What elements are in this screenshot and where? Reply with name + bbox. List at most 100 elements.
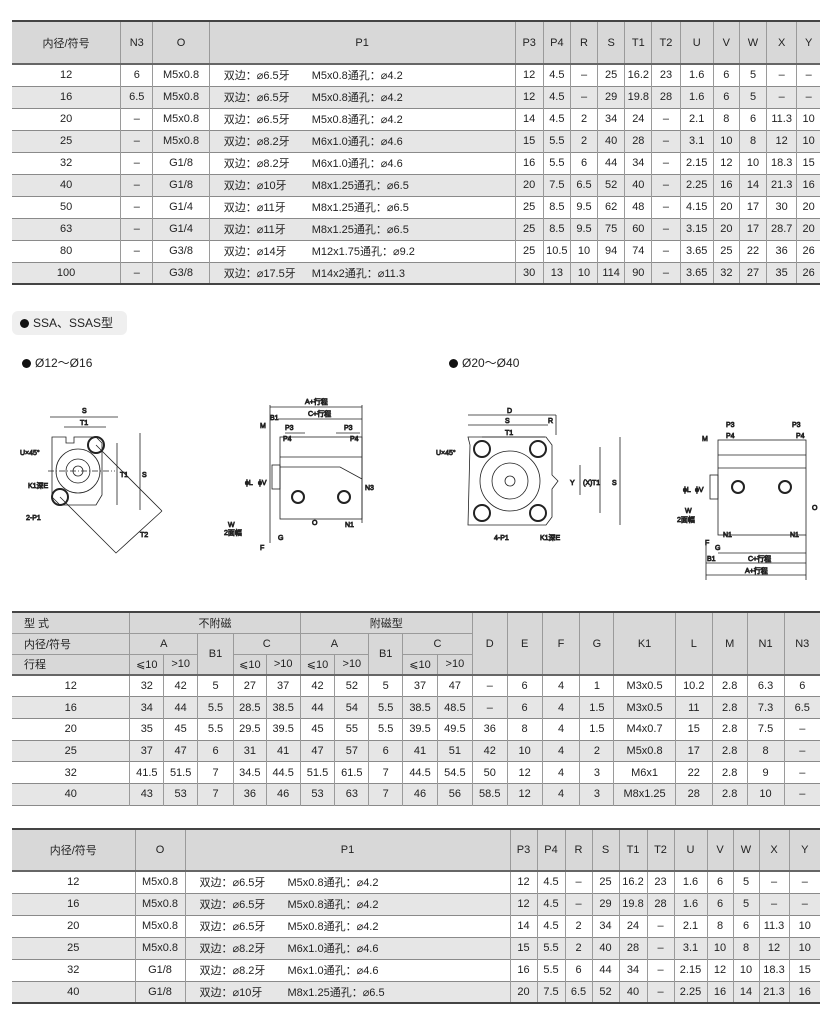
dim-label: S [505,418,510,425]
drawing-side-large: P3 P3 P4 P4 M ϕL ϕV W 2面幅 O N1 N1 F G B1… [677,422,818,580]
table-cell: 4.5 [542,64,571,86]
table-cell: 6 [564,959,592,981]
table-cell: 44 [591,959,619,981]
table-cell: 21.3 [766,174,797,196]
table-cell: 44 [299,696,335,719]
header-type: 型 式 [12,612,130,634]
table-cell: 12 [506,761,543,784]
table-cell: 2 [579,740,614,762]
dim-label: P4 [283,436,292,443]
table-cell: 48 [624,196,652,218]
dim-label: P3 [792,422,801,429]
dim-label: N3 [365,485,374,492]
header-B1: B1 [197,633,234,676]
table-cell: 25 [591,871,619,893]
table-cell: 双边：⌀6.5牙 M5x0.8通孔：⌀4.2 [208,108,516,130]
table-cell: – [766,64,797,86]
table-row: 40 43 53 7 36 46 53 63 7 46 56 58.5 12 4 3 M8x1.25 28 2.8… [12,783,820,806]
table-cell: 15 [514,130,544,152]
table-cell: 14 [514,108,544,130]
table-cell: 60 [624,218,652,240]
dim-label: ϕV [695,487,704,494]
table-cell: 12 [766,130,797,152]
table-cell: 34 [129,696,164,719]
table-cell: – [569,86,598,108]
table-cell: – [651,174,681,196]
table-cell: 4 [541,718,580,741]
table-cell: 双边：⌀8.2牙 M6x1.0通孔：⌀4.6 [184,937,510,959]
table-cell: 52 [597,174,625,196]
column-header: X [766,21,797,64]
table-cell: 3.1 [679,130,714,152]
table-cell: 29 [591,893,619,915]
table-cell: – [471,696,508,719]
table-cell: 43 [129,783,164,806]
table-cell: M5x0.8 [134,871,185,893]
table-cell: 2.8 [711,675,748,697]
table-cell: 51.5 [163,761,198,784]
table-cell: 2.25 [673,981,707,1003]
series-title: SSA、SSAS型 [33,316,114,330]
table-cell: 45 [299,718,335,741]
column-header: R [569,21,598,64]
table-cell: 20 [712,196,740,218]
dim-label: M [260,423,266,430]
table-cell: 6.5 [569,174,598,196]
dim-label: S [612,480,617,487]
table-cell: 49.5 [436,718,473,741]
table-cell: 28 [674,783,713,806]
header-le10: ⩽10 [129,654,164,676]
header-row: 内径/符号 O P1 P3 P4 R S T1 T2 U V W X Y [12,829,820,871]
header-G: G [579,612,614,676]
table-cell: 8 [732,937,759,959]
table-cell: 16 [712,174,740,196]
table-cell: 34.5 [232,761,267,784]
table-cell: 8.5 [542,196,571,218]
table-cell: 7.5 [536,981,565,1003]
table-cell: 40 [618,981,647,1003]
table-cell: 2 [569,108,598,130]
table-cell: 2.1 [679,108,714,130]
dim-label: (X) [583,480,592,487]
p1-thread: 双边：⌀6.5牙 [199,899,266,911]
table-cell: – [783,761,820,784]
range-label-large: Ø20～Ø40 [449,354,519,371]
table-cell: 20 [514,174,544,196]
header-D: D [471,612,508,676]
table-cell: 56 [436,783,473,806]
dim-label: O [812,505,818,512]
table-cell: – [788,893,820,915]
table-cell: 15 [796,152,820,174]
p1-through-hole: M6x1.0通孔：⌀4.6 [311,158,403,170]
table-row: 32 G1/8 双边：⌀8.2牙 M6x1.0通孔：⌀4.6 16 5.5 6 44 34–2.… [12,959,820,981]
dim-label: K1深E [28,481,49,490]
table-cell: – [564,871,592,893]
table-cell: 80 [59,245,73,257]
table-cell: 2.8 [711,761,748,784]
table-cell: 6 [732,915,759,937]
table-cell: – [120,152,153,174]
table-cell: 5.5 [197,696,234,719]
table-cell: 7 [197,761,234,784]
table-cell: M5x0.8 [152,64,210,86]
table-cell: 7 [368,761,403,784]
table-cell: 16.2 [624,64,652,86]
table-cell: G3/8 [152,262,210,284]
dim-label: T1 [592,480,600,487]
p1-through-hole: M14x2通孔：⌀11.3 [311,267,405,280]
table-cell: 40 [597,130,625,152]
dim-label: T1 [120,472,128,479]
table-cell: 51.5 [299,761,335,784]
table-cell: 6 [712,86,740,108]
column-header: P4 [542,21,571,64]
header-L: L [674,612,713,676]
header-le10: ⩽10 [402,654,438,676]
table-cell: 25 [12,937,135,959]
table-cell: 15 [509,937,537,959]
table-cell: 双边：⌀10牙 M8x1.25通孔：⌀6.5 [184,981,510,1003]
table-cell: – [796,86,820,108]
table-cell: 7 [368,783,403,806]
p1-thread: 双边：⌀11牙 [223,202,286,214]
table-cell: 24 [618,915,647,937]
table-cell: 4.5 [536,915,565,937]
